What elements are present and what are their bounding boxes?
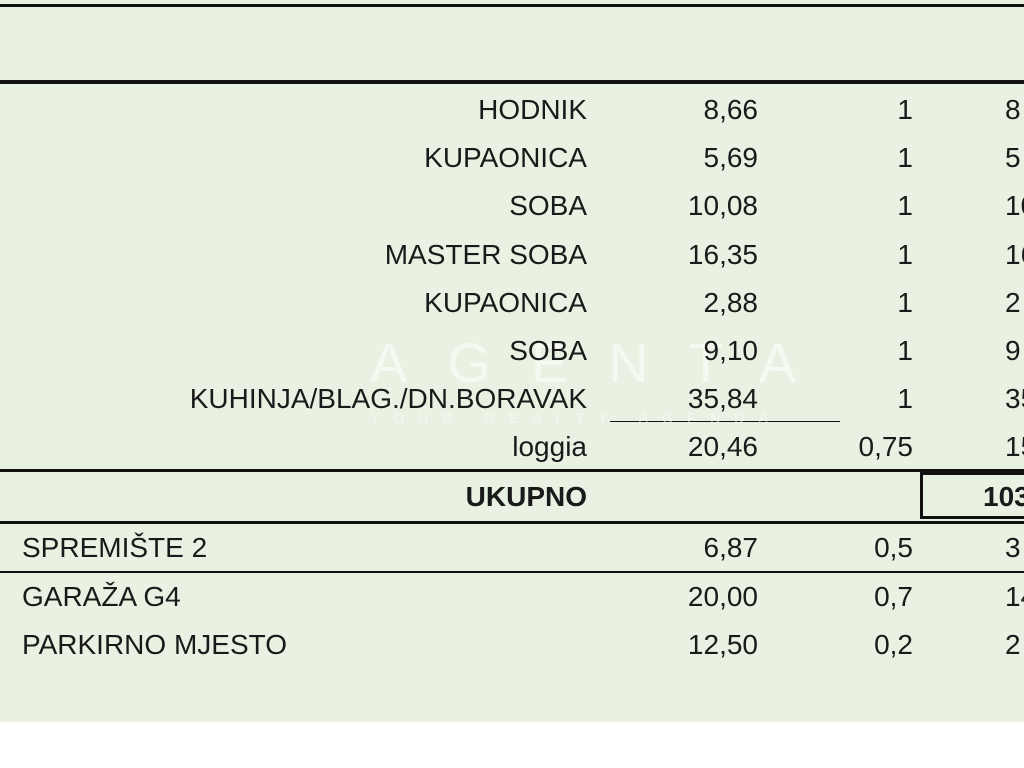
rule [0,469,1024,472]
coefficient: 0,2 [874,629,913,660]
rule [0,571,1024,573]
room-name: HODNIK [478,94,587,125]
coefficient: 1 [897,94,913,125]
area: 16,35 [687,238,758,270]
room-name: KUPAONICA [424,286,587,318]
weighted-area: 35 [1005,383,1024,415]
watermark: AGENTA [370,331,837,394]
area: 10,08 [687,190,758,222]
coefficient: 1 [897,238,913,270]
coefficient: 1 [897,142,913,174]
rule [0,80,1024,84]
coefficient: 1 [897,383,913,415]
area: 20,46 [687,431,758,463]
weighted-area: 15 [1005,431,1024,463]
rule [0,521,1024,524]
item-name: SPREMIŠTE 2 [22,532,208,563]
weighted-area: 16 [1005,238,1024,270]
area: 20,00 [687,580,758,612]
coefficient: 0,5 [874,532,913,563]
area: 6,87 [703,532,759,563]
rule [610,421,840,422]
area: 2,88 [703,286,759,318]
rule [0,4,1024,7]
total-box [920,472,1024,519]
sheet [0,0,1024,722]
weighted-area: 8 [1005,94,1021,125]
coefficient: 1 [897,335,913,366]
weighted-area: 2 [1005,286,1021,318]
room-name: SOBA [509,190,587,222]
area: 8,66 [703,94,759,125]
coefficient: 1 [897,286,913,318]
summary-label: UKUPNO [465,481,587,512]
coefficient: 0,7 [874,580,913,612]
area: 5,69 [703,142,759,174]
room-name: MASTER SOBA [384,238,587,270]
room-name: loggia [512,431,587,463]
coefficient: 1 [897,190,913,222]
item-name: GARAŽA G4 [22,580,181,612]
weighted-area: 3 [1005,532,1021,563]
item-name: PARKIRNO MJESTO [22,629,288,660]
summary-total: 103 [983,481,1024,512]
weighted-area: 9 [1005,335,1021,366]
area: 9,10 [703,335,759,366]
area: 12,50 [687,629,758,660]
room-name: SOBA [509,335,587,366]
watermark-tagline: YOUR REALTY AGENDA [370,410,782,426]
coefficient: 0,75 [858,431,914,463]
weighted-area: 2 [1005,629,1021,660]
weighted-area: 14 [1005,580,1024,612]
weighted-area: 10 [1005,190,1024,222]
room-name: KUPAONICA [424,142,587,174]
weighted-area: 5 [1005,142,1021,174]
area: 35,84 [687,383,758,415]
room-name: KUHINJA/BLAG./DN.BORAVAK [189,383,587,415]
